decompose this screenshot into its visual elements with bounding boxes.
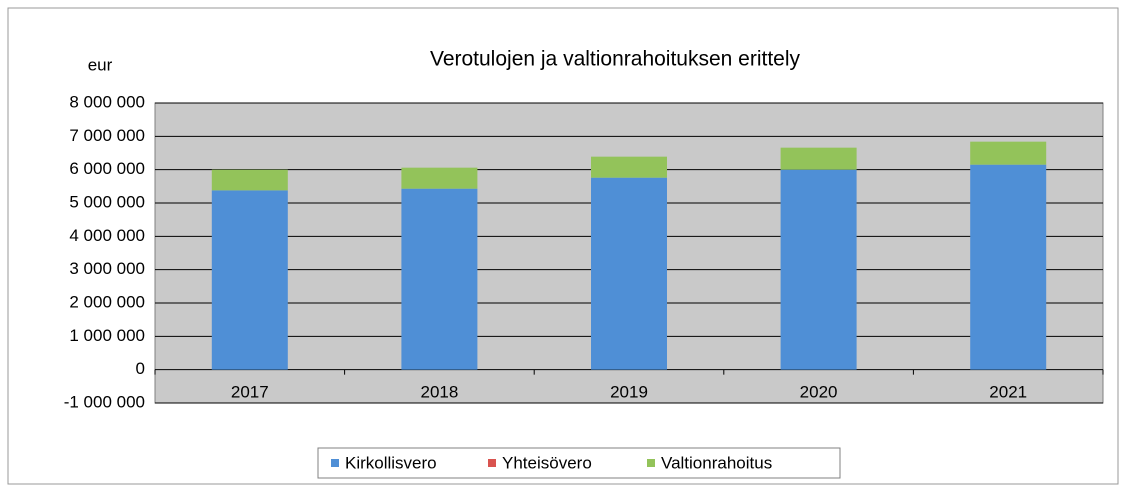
x-tick-label: 2017 [231, 382, 269, 401]
legend-label: Valtionrahoitus [661, 453, 772, 472]
legend-swatch [331, 459, 339, 467]
legend-swatch [488, 459, 496, 467]
y-tick-label: 6 000 000 [69, 159, 145, 178]
bar-segment [591, 156, 667, 178]
bar-segment [211, 190, 288, 370]
bar-segment [970, 164, 1047, 370]
y-tick-label: 8 000 000 [69, 92, 145, 111]
legend-label: Kirkollisvero [345, 453, 437, 472]
x-tick-label: 2020 [800, 382, 838, 401]
y-tick-label: 4 000 000 [69, 226, 145, 245]
bar-segment [970, 141, 1047, 165]
y-tick-label: 5 000 000 [69, 192, 145, 211]
y-axis-label: eur [88, 55, 113, 74]
bar-segment [591, 177, 667, 370]
bar-segment [401, 188, 478, 370]
x-tick-label: 2021 [989, 382, 1027, 401]
y-tick-label: 0 [136, 359, 145, 378]
bar-segment [780, 147, 857, 170]
x-tick-label: 2018 [420, 382, 458, 401]
y-tick-label: 7 000 000 [69, 126, 145, 145]
y-tick-label: 1 000 000 [69, 326, 145, 345]
y-tick-label: 2 000 000 [69, 292, 145, 311]
chart-title: Verotulojen ja valtionrahoituksen eritte… [430, 48, 801, 71]
y-tick-label: -1 000 000 [64, 392, 145, 411]
bar-segment [780, 169, 857, 370]
bar-segment [211, 169, 288, 191]
legend-label: Yhteisövero [502, 453, 592, 472]
x-tick-label: 2019 [610, 382, 648, 401]
bar-segment [401, 167, 478, 189]
y-tick-label: 3 000 000 [69, 259, 145, 278]
legend-box [317, 447, 841, 479]
legend-swatch [647, 459, 655, 467]
